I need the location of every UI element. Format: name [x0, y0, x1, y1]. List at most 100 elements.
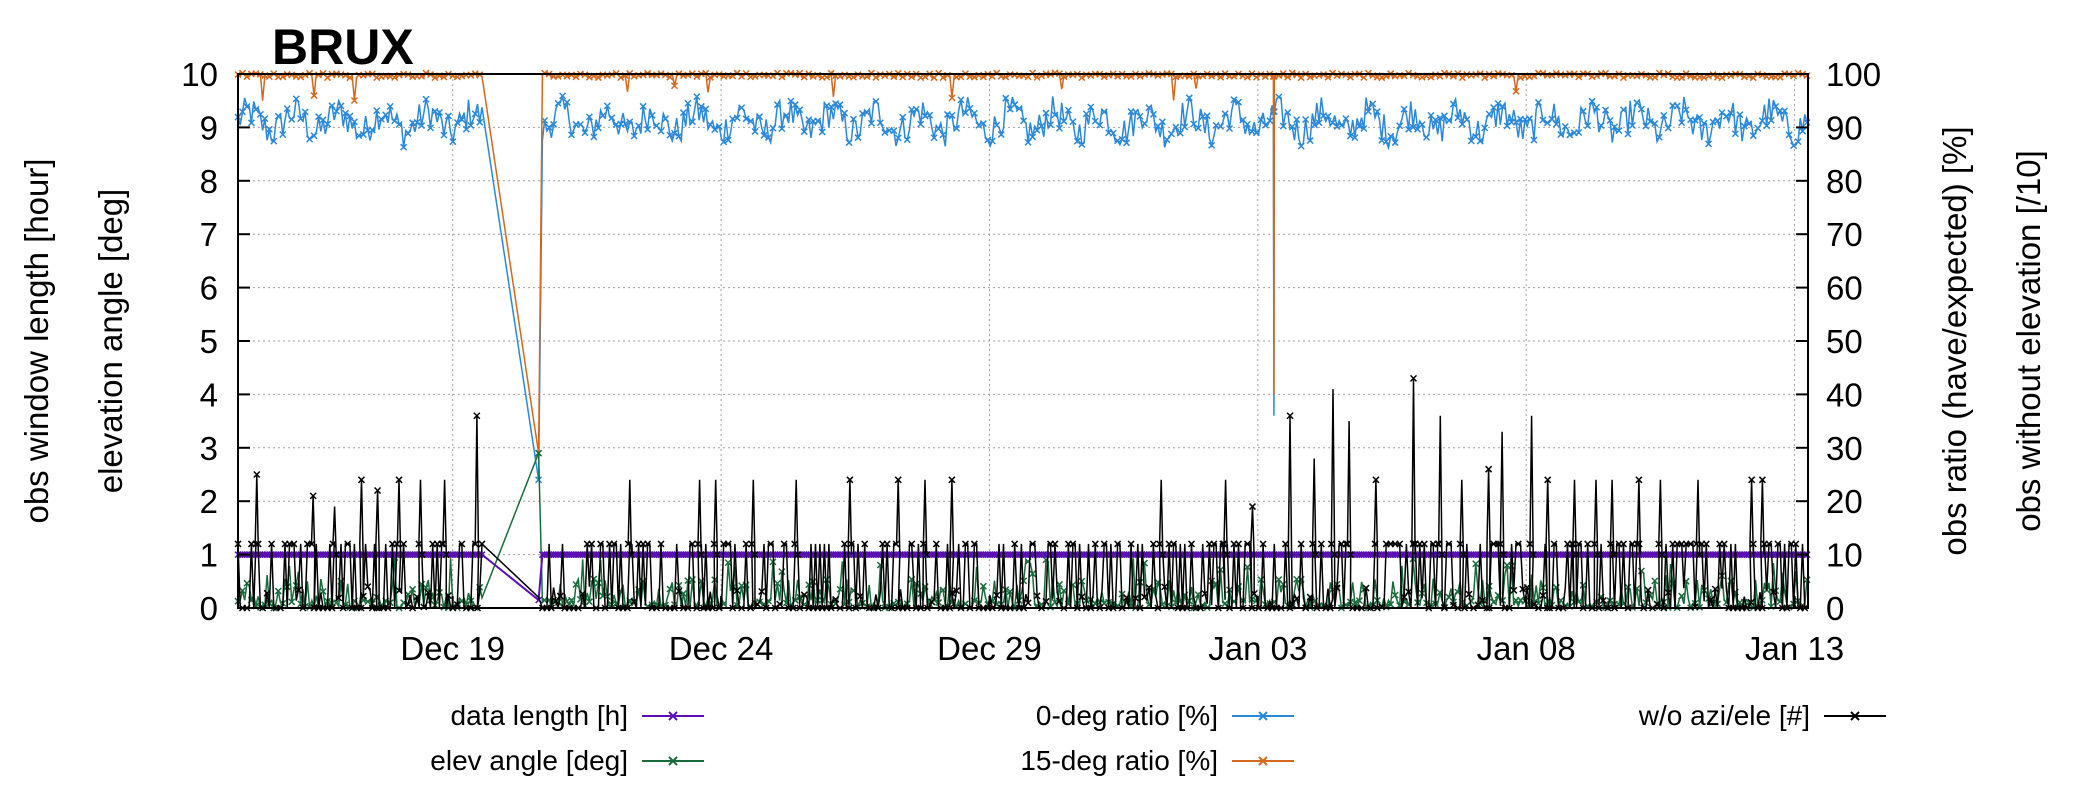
y2-tick-label: 90 [1826, 109, 1863, 146]
data-point-woazi [710, 540, 718, 548]
data-point-ratio0 [1275, 93, 1283, 101]
data-point-woazi [473, 412, 481, 420]
data-point-woazi [1409, 374, 1418, 382]
data-point-ratio0 [876, 119, 884, 127]
y1-tick-label: 8 [200, 163, 218, 200]
data-point-ratio0 [1624, 130, 1632, 138]
data-point-ratio0 [903, 136, 911, 144]
data-point-ratio15 [1078, 74, 1086, 82]
data-point-elev [1508, 562, 1516, 570]
data-point-ratio0 [926, 111, 934, 119]
data-point-woazi [1539, 591, 1547, 599]
data-point-woazi [597, 540, 605, 548]
data-point-ratio0 [261, 115, 269, 123]
data-point-woazi [1438, 551, 1446, 559]
data-point-woazi [1409, 540, 1417, 548]
data-point-woazi [253, 470, 261, 479]
data-point-woazi [847, 540, 855, 548]
data-point-woazi [694, 540, 702, 548]
data-point-woazi [1347, 551, 1355, 559]
data-point-ratio15 [1458, 74, 1466, 82]
data-point-woazi [1572, 551, 1580, 559]
data-point-woazi [776, 600, 784, 608]
data-point-ratio0 [720, 138, 728, 146]
data-point-ratio0 [661, 115, 670, 123]
data-point-ratio0 [679, 109, 687, 117]
data-point-woazi [1594, 551, 1602, 559]
data-point-ratio0 [1606, 117, 1614, 125]
y2-tick-label: 100 [1826, 56, 1881, 93]
data-point-ratio15 [391, 73, 399, 82]
legend-label-ratio0: 0-deg ratio [%] [1036, 700, 1218, 731]
data-point-woazi [1033, 592, 1041, 600]
data-point-ratio15 [350, 96, 358, 105]
data-point-ratio0 [306, 135, 314, 143]
data-point-woazi [1514, 540, 1522, 548]
data-point-woazi [1644, 586, 1652, 594]
data-point-woazi [1234, 540, 1243, 548]
y2-tick-label: 10 [1826, 537, 1863, 574]
data-point-woazi [395, 587, 403, 595]
data-point-woazi [556, 592, 564, 600]
data-point-ratio0 [554, 99, 562, 107]
data-point-ratio0 [386, 102, 394, 110]
data-point-ratio0 [1087, 103, 1095, 111]
data-point-ratio0 [715, 122, 723, 130]
data-point-ratio0 [1409, 123, 1417, 131]
data-point-ratio0 [773, 101, 781, 109]
data-point-ratio0 [585, 113, 593, 121]
data-point-ratio15 [1718, 74, 1726, 82]
data-point-ratio0 [1172, 123, 1180, 131]
data-point-ratio0 [1293, 116, 1301, 124]
data-point-ratio0 [1342, 115, 1350, 123]
data-point-woazi [733, 586, 741, 595]
data-point-ratio0 [1597, 122, 1605, 130]
data-point-ratio15 [1033, 73, 1041, 81]
data-point-woazi [1149, 540, 1157, 548]
data-point-ratio0 [702, 105, 710, 113]
data-point-ratio0 [1449, 100, 1457, 108]
data-point-woazi [1769, 588, 1777, 596]
data-point-elev [773, 579, 781, 587]
data-point-woazi [1584, 540, 1592, 548]
data-point-ratio0 [952, 124, 961, 132]
data-point-elev [535, 449, 543, 457]
data-point-ratio0 [670, 129, 678, 137]
data-point-woazi [1526, 540, 1534, 548]
data-point-ratio0 [1745, 120, 1753, 128]
data-point-woazi [846, 476, 854, 484]
legend-marker-ratio15 [1258, 756, 1268, 766]
data-point-ratio0 [1530, 136, 1538, 144]
data-point-woazi [1606, 540, 1615, 548]
data-point-ratio0 [997, 130, 1005, 138]
data-point-woazi [1309, 540, 1317, 548]
data-point-woazi [1510, 586, 1518, 594]
data-point-ratio0 [395, 120, 403, 129]
data-point-ratio0 [444, 112, 452, 120]
data-point-ratio0 [894, 134, 902, 142]
y1-label-outer: obs window length [hour] [18, 158, 55, 523]
data-point-ratio0 [590, 133, 598, 141]
data-point-woazi [1653, 600, 1661, 608]
data-point-woazi [400, 540, 408, 548]
data-point-woazi [1696, 551, 1704, 559]
data-point-ratio0 [872, 97, 880, 105]
data-point-ratio15 [323, 74, 332, 82]
data-point-ratio0 [301, 108, 309, 116]
data-point-ratio0 [453, 118, 461, 126]
data-point-ratio0 [1655, 133, 1663, 141]
y2-tick-label: 30 [1826, 430, 1863, 467]
data-point-ratio0 [1306, 137, 1314, 145]
data-point-woazi [794, 551, 802, 559]
data-point-ratio0 [948, 111, 956, 119]
data-point-ratio0 [1799, 127, 1807, 135]
data-point-woazi [1187, 540, 1196, 548]
data-point-ratio15 [431, 74, 439, 82]
data-point-ratio0 [1678, 119, 1686, 127]
data-point-woazi [753, 600, 761, 608]
data-point-woazi [1051, 540, 1059, 548]
data-point-ratio0 [1727, 109, 1735, 117]
data-point-elev [1029, 570, 1037, 578]
data-point-ratio0 [1557, 130, 1565, 139]
data-point-woazi [438, 540, 446, 548]
